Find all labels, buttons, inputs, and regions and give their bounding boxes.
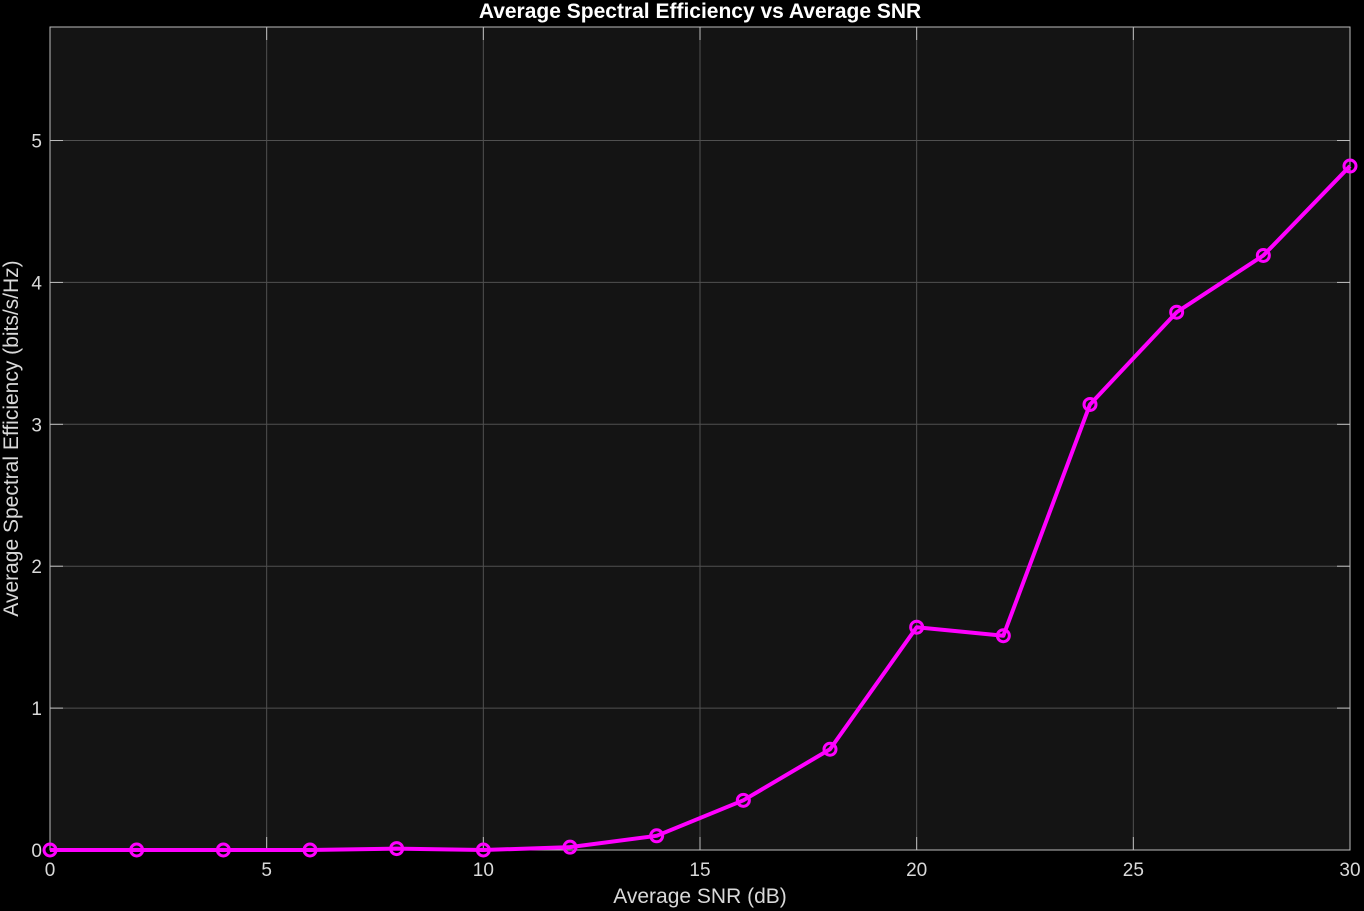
y-tick-label: 3 — [31, 415, 42, 436]
y-tick-label: 4 — [31, 273, 42, 294]
y-tick-label: 5 — [31, 132, 42, 153]
grid — [50, 27, 1350, 850]
x-tick-label: 0 — [45, 860, 56, 881]
data-point-marker — [42, 842, 58, 858]
data-point-marker — [649, 828, 665, 844]
x-tick-label: 20 — [906, 860, 927, 881]
y-axis-label: Average Spectral Efficiency (bits/s/Hz) — [0, 260, 23, 616]
data-point-marker — [1169, 304, 1185, 320]
ticks: 0 5 10 15 20 25 30 0 1 2 3 4 5 — [31, 27, 1361, 881]
data-point-marker — [215, 842, 231, 858]
data-point-marker — [562, 839, 578, 855]
data-point-marker — [1342, 158, 1358, 174]
data-point-marker — [995, 628, 1011, 644]
y-tick-label: 2 — [31, 557, 42, 578]
data-point-marker — [129, 842, 145, 858]
data-point-marker — [735, 792, 751, 808]
x-tick-label: 25 — [1123, 860, 1144, 881]
data-point-marker — [909, 619, 925, 635]
series-group — [42, 158, 1358, 858]
data-point-marker — [389, 841, 405, 857]
x-tick-label: 30 — [1339, 860, 1360, 881]
chart-title: Average Spectral Efficiency vs Average S… — [479, 0, 921, 23]
data-point-marker — [1255, 247, 1271, 263]
data-point-marker — [475, 842, 491, 858]
data-point-marker — [822, 741, 838, 757]
data-point-marker — [302, 842, 318, 858]
series-line — [50, 164, 1352, 852]
y-tick-label: 1 — [31, 699, 42, 720]
x-tick-label: 10 — [473, 860, 494, 881]
x-axis-label: Average SNR (dB) — [613, 885, 787, 908]
x-tick-label: 15 — [689, 860, 710, 881]
data-point-marker — [1082, 396, 1098, 412]
x-tick-label: 5 — [261, 860, 272, 881]
y-tick-label: 0 — [31, 841, 42, 862]
